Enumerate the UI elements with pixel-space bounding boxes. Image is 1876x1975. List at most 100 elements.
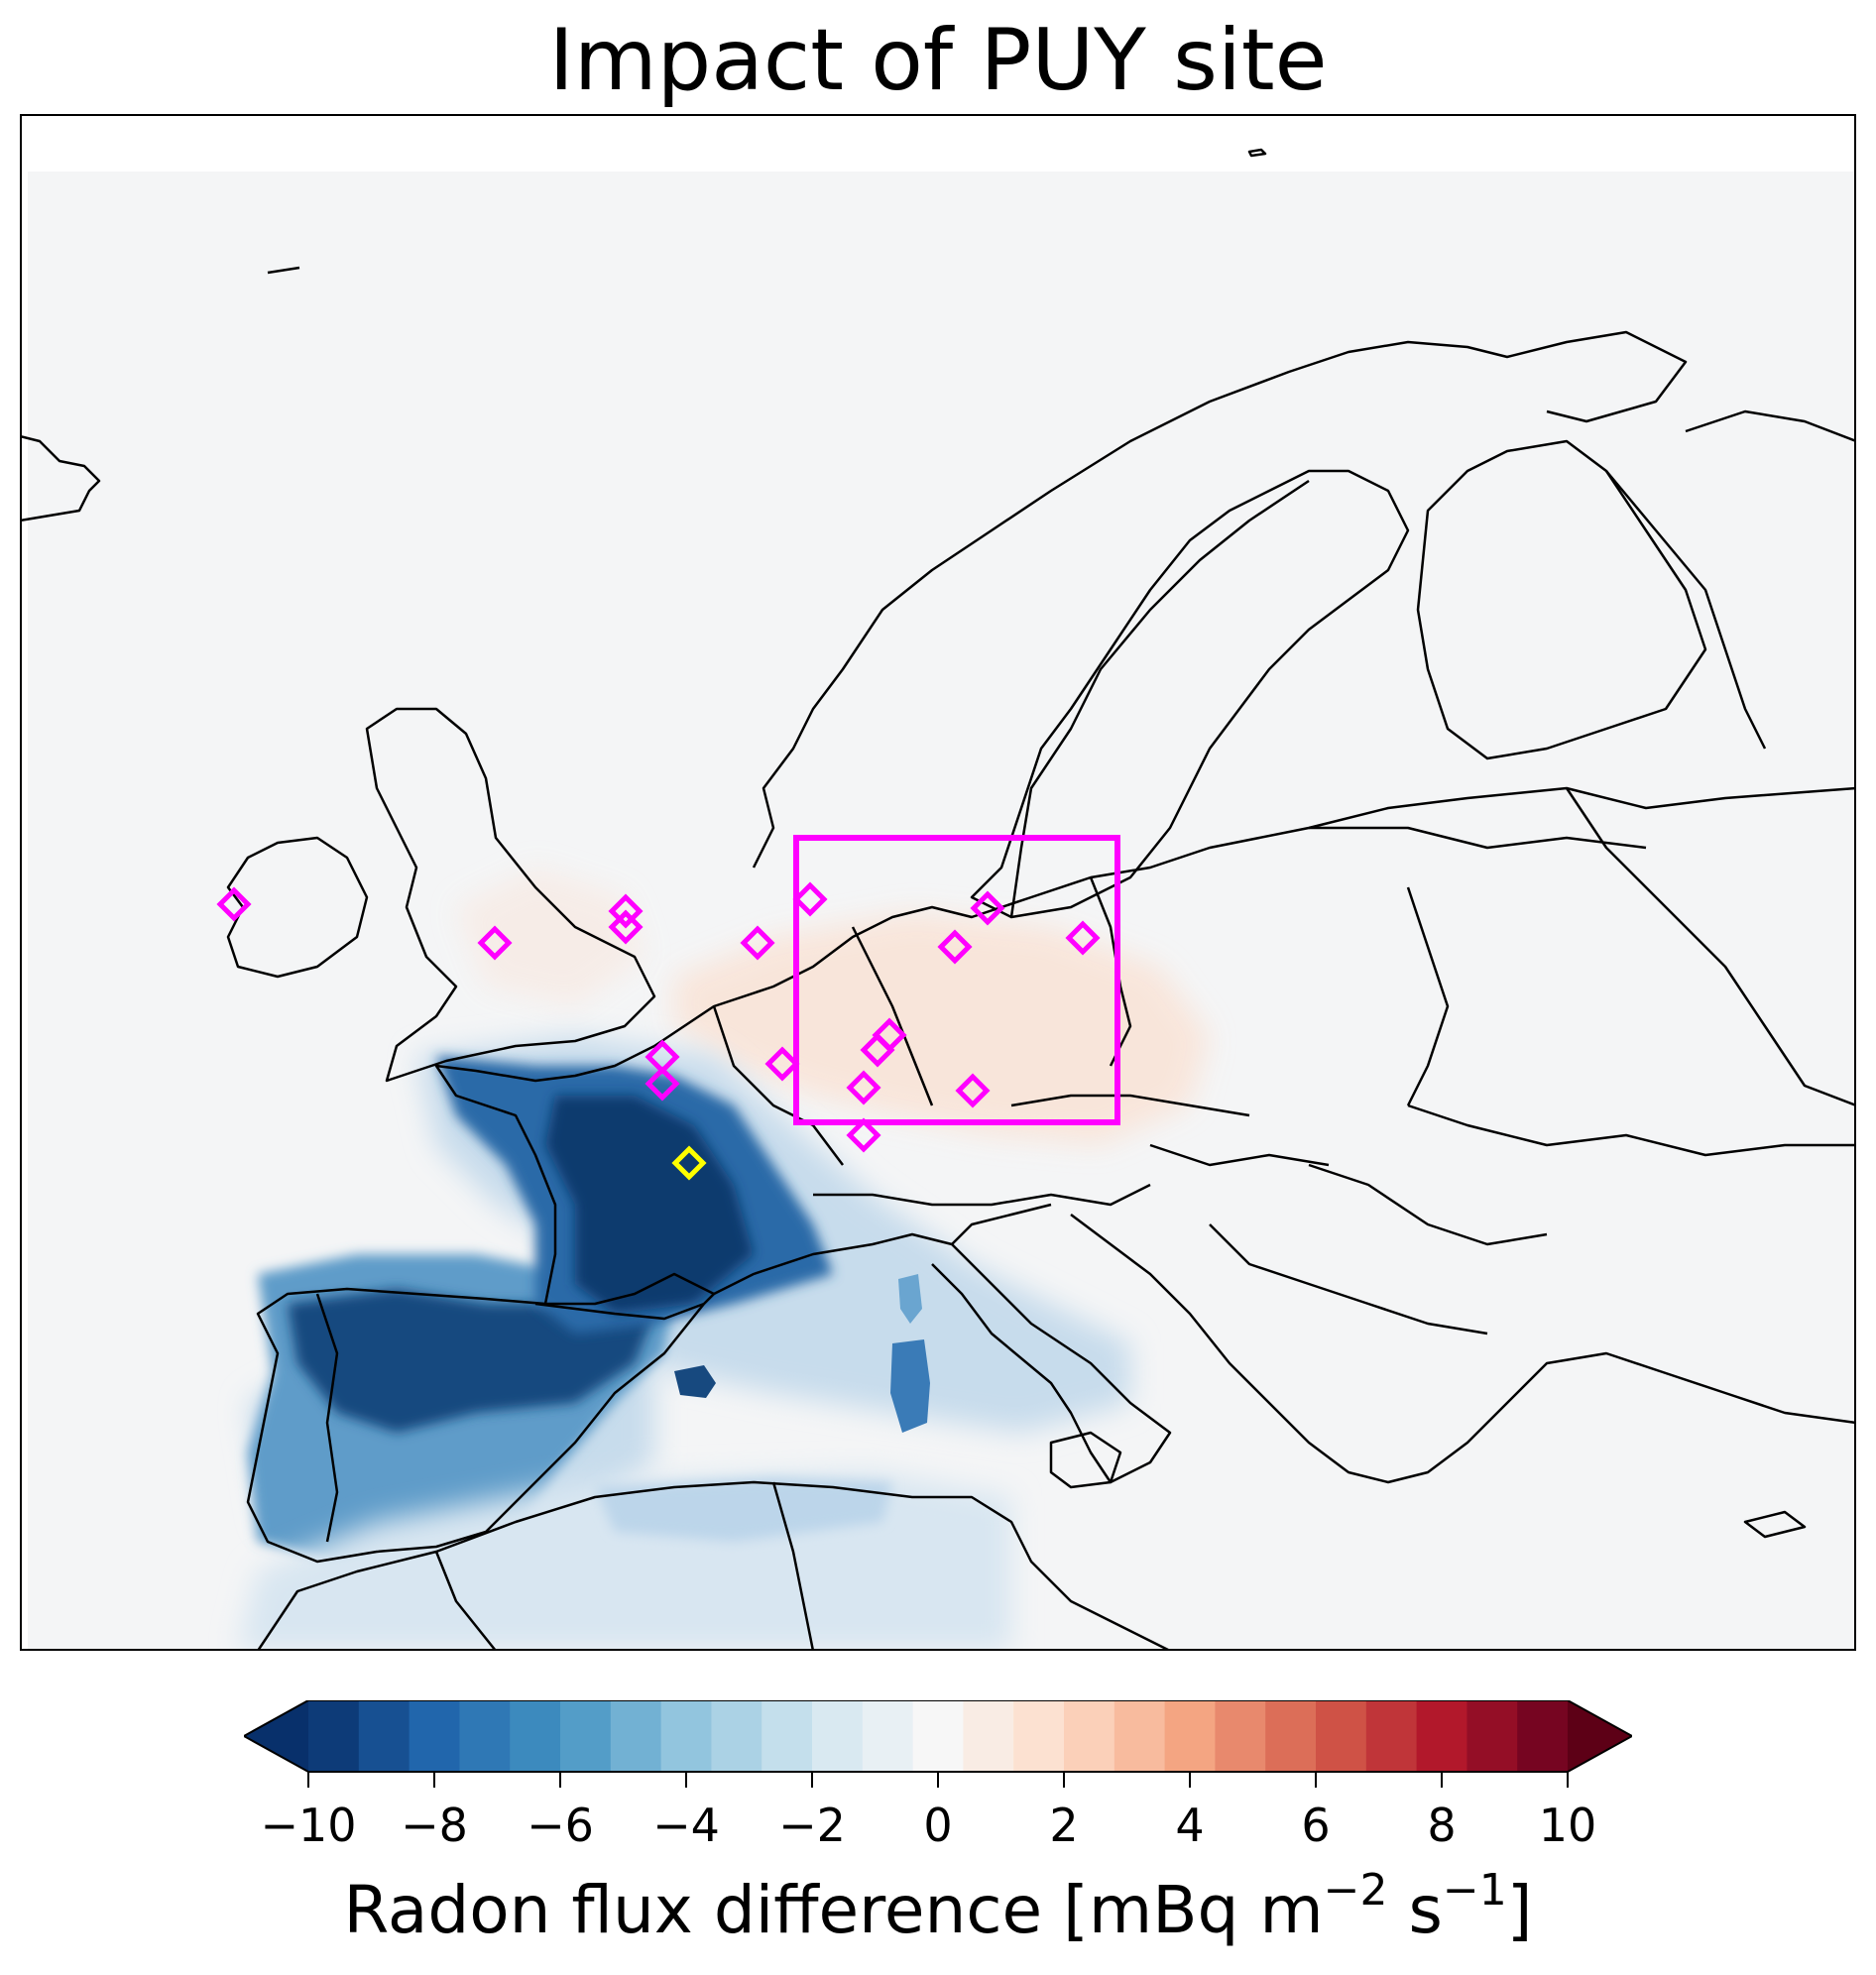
region-box xyxy=(793,835,1120,1125)
colorbar-cell xyxy=(1517,1700,1569,1772)
site-marker xyxy=(1065,920,1101,956)
border-italy xyxy=(951,1203,1052,1245)
negative-france-core xyxy=(545,1096,754,1314)
colorbar-tick-label: 8 xyxy=(1427,1799,1457,1852)
coast-finland xyxy=(1416,439,1707,760)
site-marker xyxy=(477,925,513,961)
map-border xyxy=(20,114,1856,1651)
colorbar-cell xyxy=(1365,1700,1418,1772)
coast-norway xyxy=(752,330,1688,869)
site-marker xyxy=(846,1117,881,1153)
colorbar-label-main: Radon flux difference [mBq m xyxy=(343,1872,1324,1948)
coast-sicily xyxy=(1049,1431,1122,1489)
colorbar-cell xyxy=(510,1700,561,1772)
colorbar-tick-label: −2 xyxy=(778,1799,846,1852)
colorbar-label: Radon flux difference [mBq m−2 s−1] xyxy=(0,1869,1876,1952)
negative-sardinia xyxy=(890,1339,930,1433)
positive-anomaly-uk xyxy=(456,868,645,1006)
site-marker xyxy=(792,881,828,917)
border-balkans-inner xyxy=(1209,1223,1488,1336)
colorbar-cell xyxy=(560,1700,612,1772)
border-baltics xyxy=(1309,826,1647,850)
coast-balkans xyxy=(1070,1214,1856,1484)
map-title: Impact of PUY site xyxy=(548,11,1328,110)
colorbar-cell xyxy=(711,1700,762,1772)
colorbar-cells xyxy=(308,1700,1569,1772)
border-fr-de xyxy=(712,1005,844,1166)
coast-kola xyxy=(1685,409,1856,443)
colorbar-cell xyxy=(1316,1700,1367,1772)
colorbar-extend-low xyxy=(244,1700,308,1772)
colorbar-label-exp2: −1 xyxy=(1442,1865,1507,1916)
colorbar xyxy=(244,1700,1632,1788)
coast-north-africa xyxy=(256,1480,1171,1651)
coast-cyprus xyxy=(1743,1510,1807,1539)
colorbar-cell xyxy=(358,1700,410,1772)
coast-iceland xyxy=(20,434,101,523)
border-pyrenees xyxy=(534,1302,705,1321)
coast-sweden xyxy=(970,469,1410,919)
site-marker xyxy=(970,890,1005,926)
flux-difference-field xyxy=(238,868,1210,1651)
border-hu xyxy=(1149,1143,1330,1167)
border-de-east xyxy=(851,926,934,1106)
colorbar-cell xyxy=(308,1700,360,1772)
border-no-se xyxy=(1009,479,1310,918)
site-marker xyxy=(937,929,973,965)
colorbar-tick-label: 4 xyxy=(1175,1799,1205,1852)
colorbar-cell xyxy=(862,1700,914,1772)
border-russia xyxy=(1565,787,1856,1107)
coast-france-west xyxy=(434,1044,655,1305)
colorbar-tick-label: 10 xyxy=(1538,1799,1597,1852)
site-marker xyxy=(645,1066,680,1102)
colorbar-extend-high xyxy=(1568,1700,1632,1772)
colorbar-cell xyxy=(610,1700,662,1772)
coast-mediterranean-north xyxy=(713,1232,1172,1484)
border-ua xyxy=(1407,1104,1856,1157)
site-marker xyxy=(846,1070,881,1105)
colorbar-label-end: ] xyxy=(1506,1872,1533,1948)
colorbar-cell xyxy=(459,1700,511,1772)
colorbar-cell xyxy=(912,1700,964,1772)
border-fi-ru xyxy=(1605,470,1767,750)
colorbar-ticks xyxy=(307,1772,1569,1788)
negative-north-africa-strip xyxy=(595,1477,892,1542)
border-pl-by xyxy=(1406,886,1450,1106)
colorbar-tick-label: −10 xyxy=(260,1799,357,1852)
negative-iberia-core xyxy=(288,1289,654,1433)
colorbar-tick-label: 2 xyxy=(1049,1799,1079,1852)
site-marker xyxy=(216,886,252,922)
border-africa xyxy=(434,1551,497,1651)
border-ro xyxy=(1308,1163,1548,1246)
site-marker xyxy=(608,893,644,929)
coast-greenland-islet xyxy=(267,266,300,275)
border-alps xyxy=(813,1183,1151,1207)
colorbar-label-exp1: −2 xyxy=(1323,1865,1388,1916)
colorbar-cell xyxy=(1466,1700,1518,1772)
border-cz xyxy=(1010,1094,1250,1117)
colorbar-cell xyxy=(1114,1700,1166,1772)
coast-svalbard xyxy=(1247,148,1267,158)
colorbar-label-mid: s xyxy=(1387,1872,1443,1948)
colorbar-cell xyxy=(1164,1700,1216,1772)
site-marker xyxy=(860,1032,895,1068)
colorbar-cell xyxy=(660,1700,712,1772)
colorbar-cell xyxy=(1215,1700,1266,1772)
coast-britain xyxy=(365,707,656,1083)
colorbar-tick-label: −8 xyxy=(401,1799,468,1852)
colorbar-cell xyxy=(409,1700,460,1772)
colorbar-cell xyxy=(1265,1700,1317,1772)
border-africa-2 xyxy=(771,1481,815,1651)
site-marker xyxy=(740,925,775,961)
colorbar-tick-label: 0 xyxy=(923,1799,953,1852)
highlighted-site-marker xyxy=(671,1145,707,1181)
border-es-pt xyxy=(315,1293,339,1543)
negative-mallorca xyxy=(674,1365,716,1398)
colorbar-cell xyxy=(1064,1700,1115,1772)
colorbar-cell xyxy=(963,1700,1014,1772)
map-panel xyxy=(20,114,1856,1651)
site-marker xyxy=(764,1046,800,1082)
colorbar-cell xyxy=(812,1700,864,1772)
colorbar-tick-label: 6 xyxy=(1301,1799,1331,1852)
site-marker xyxy=(955,1073,991,1108)
